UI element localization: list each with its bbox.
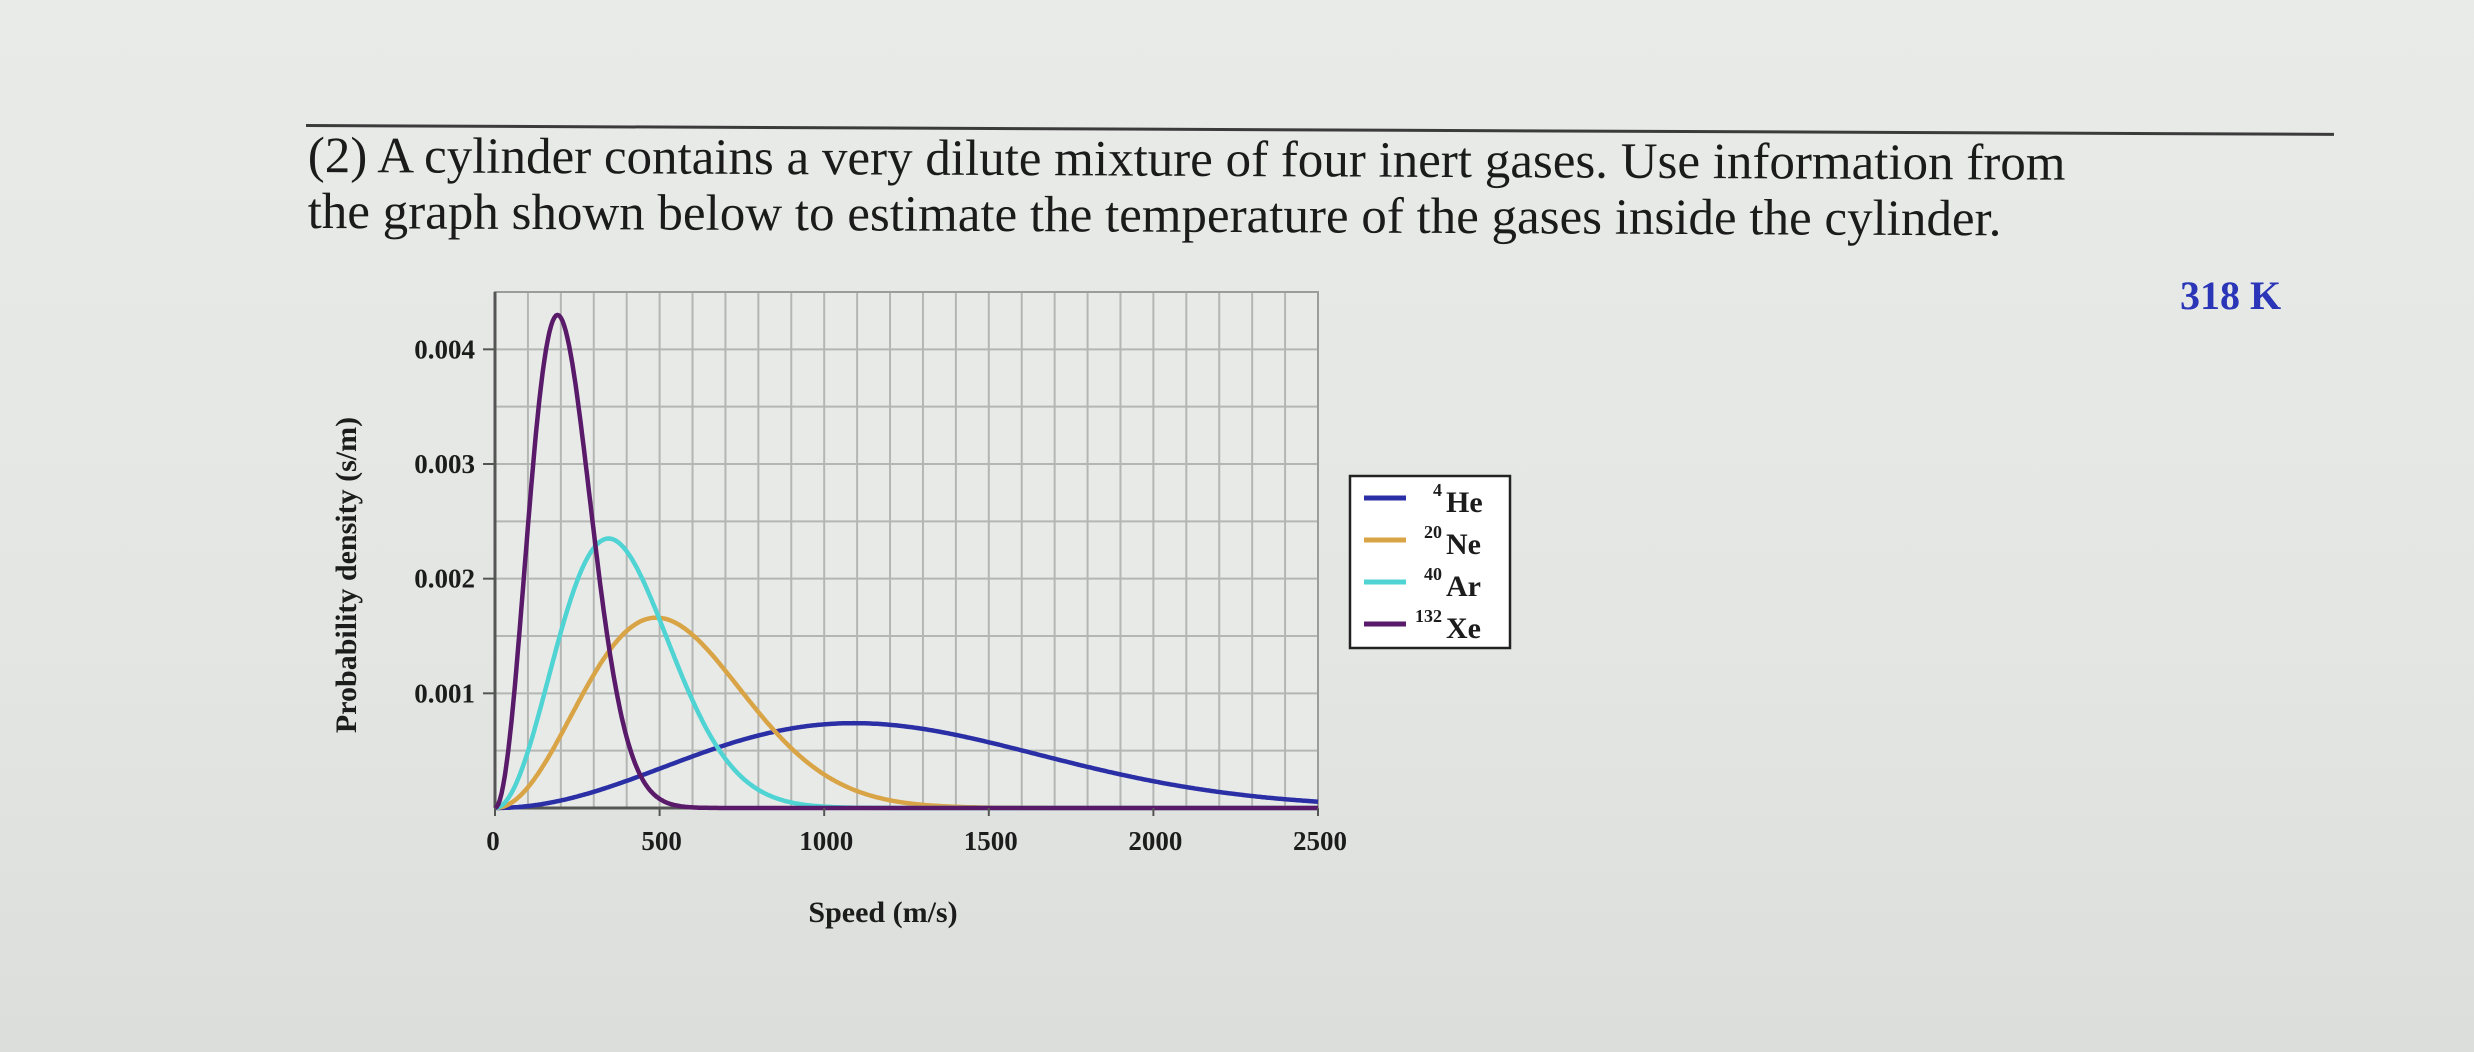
series-line-xe [493,312,1319,811]
y-axis-title: Probability density (s/m) [330,417,363,733]
legend-label-ar: Ar [1446,570,1481,603]
series-line-he [494,720,1319,811]
legend-label-he: He [1446,486,1483,519]
y-tick-label: 0.003 [414,449,475,479]
legend-mass-number: 20 [1424,522,1442,542]
plot-background [495,292,1318,808]
y-axis-ticks: 0.001 0.002 0.003 0.004 [414,334,495,708]
y-tick-label: 0.001 [414,678,475,708]
legend-label-xe: Xe [1446,612,1481,645]
x-tick-label: 500 [641,826,682,856]
x-axis-ticks: 0 500 1000 1500 2000 2500 [486,808,1347,856]
legend-mass-number: 132 [1415,606,1442,626]
legend-mass-number: 40 [1424,564,1442,584]
y-tick-label: 0.004 [414,334,475,364]
x-tick-label: 2500 [1293,826,1347,856]
legend-label-ne: Ne [1446,528,1481,561]
x-axis-title: Speed (m/s) [808,896,957,929]
x-tick-label: 1000 [799,826,853,856]
x-tick-label: 0 [486,826,500,856]
x-tick-label: 2000 [1128,826,1182,856]
legend-mass-number: 4 [1433,480,1442,500]
legend-box [1348,474,1512,650]
x-tick-label: 1500 [964,826,1018,856]
chart-grid [495,291,1318,808]
answer-text: 318 K [2180,273,2282,318]
chart-curves [493,312,1319,811]
y-tick-label: 0.002 [414,564,475,594]
